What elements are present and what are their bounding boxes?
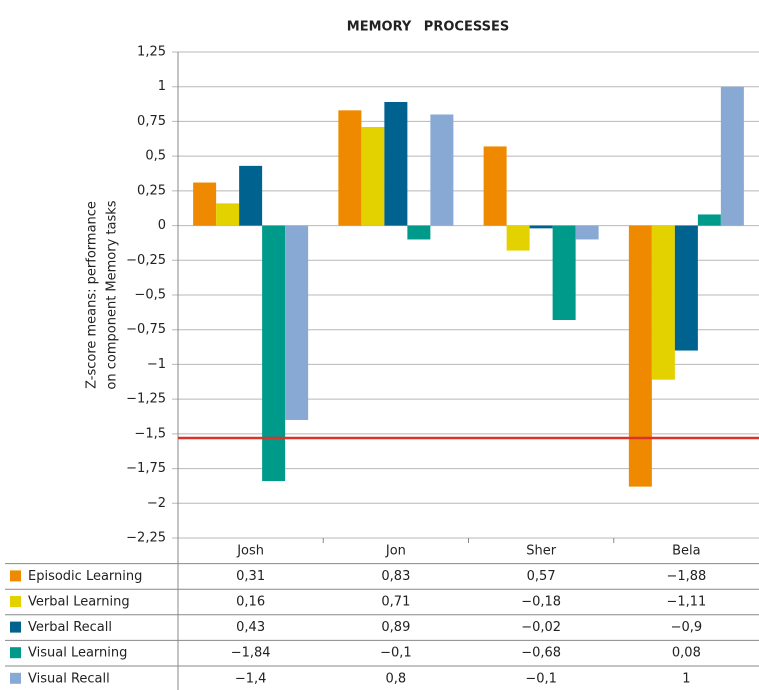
table-value: 1 [682, 671, 690, 686]
legend-label: Visual Recall [28, 671, 110, 686]
y-tick-label: −1 [147, 357, 166, 372]
bar [338, 110, 362, 226]
bar [674, 225, 698, 351]
table-value: 0,31 [236, 569, 265, 584]
bar [552, 225, 576, 320]
legend-swatch [10, 647, 21, 659]
table-value: 0,16 [236, 595, 265, 610]
y-tick-label: −2 [147, 496, 166, 511]
bar [651, 225, 675, 380]
x-tick-label: Jon [385, 543, 406, 558]
legend-label: Verbal Learning [28, 595, 130, 610]
y-tick-label: 1,25 [137, 45, 166, 60]
bar [430, 114, 454, 226]
bar [216, 203, 240, 226]
bar [575, 225, 599, 240]
legend-swatch [10, 570, 21, 582]
x-tick-label: Bela [672, 543, 701, 558]
x-tick-label: Sher [526, 543, 556, 558]
x-tick-label: Josh [236, 543, 264, 558]
y-tick-label: −0,5 [134, 288, 166, 303]
y-tick-label: −0,25 [126, 253, 166, 268]
table-value: 0,89 [381, 620, 410, 635]
table-value: −1,84 [231, 646, 271, 661]
legend-swatch [10, 596, 21, 607]
bar [361, 126, 385, 226]
bar [239, 165, 263, 226]
table-value: 0,08 [672, 646, 701, 661]
table-value: −1,11 [666, 595, 706, 610]
bar [262, 225, 286, 482]
y-tick-label: −0,75 [126, 322, 166, 337]
bar [193, 182, 217, 226]
table-value: −1,4 [235, 671, 267, 686]
table-value: −0,1 [380, 646, 412, 661]
table-value: −0,18 [521, 595, 561, 610]
y-tick-label: −1,5 [134, 426, 166, 441]
legend-label: Episodic Learning [28, 569, 142, 584]
y-tick-label: 0,25 [137, 183, 166, 198]
bar [506, 225, 530, 251]
table-value: 0,57 [527, 569, 556, 584]
table-value: 0,8 [386, 671, 407, 686]
y-tick-label: −2,25 [126, 531, 166, 546]
table-value: 0,71 [381, 595, 410, 610]
table-value: −0,68 [521, 646, 561, 661]
y-tick-label: 0,5 [145, 149, 166, 164]
bar [529, 225, 553, 229]
legend-label: Visual Learning [28, 646, 127, 661]
table-value: −0,9 [671, 620, 703, 635]
y-tick-label: −1,25 [126, 392, 166, 407]
table-value: −0,02 [521, 620, 561, 635]
y-tick-label: −1,75 [126, 461, 166, 476]
bar [483, 146, 507, 226]
legend-swatch [10, 672, 21, 684]
y-tick-label: 0 [158, 218, 166, 233]
bar [697, 214, 721, 226]
bar [407, 225, 431, 240]
chart-title: MEMORY PROCESSES [347, 20, 509, 35]
y-axis-label: on component Memory tasks [105, 200, 120, 389]
y-axis-label: Z-score means: performance [85, 201, 100, 389]
table-value: 0,43 [236, 620, 265, 635]
table-value: −1,88 [666, 569, 706, 584]
bar [384, 101, 408, 226]
legend-swatch [10, 621, 21, 633]
bar [720, 86, 744, 226]
y-tick-label: 1 [158, 79, 166, 94]
table-value: 0,83 [381, 569, 410, 584]
bar [285, 225, 309, 420]
table-value: −0,1 [525, 671, 557, 686]
legend-label: Verbal Recall [28, 620, 112, 635]
y-tick-label: 0,75 [137, 114, 166, 129]
bar [628, 225, 652, 487]
